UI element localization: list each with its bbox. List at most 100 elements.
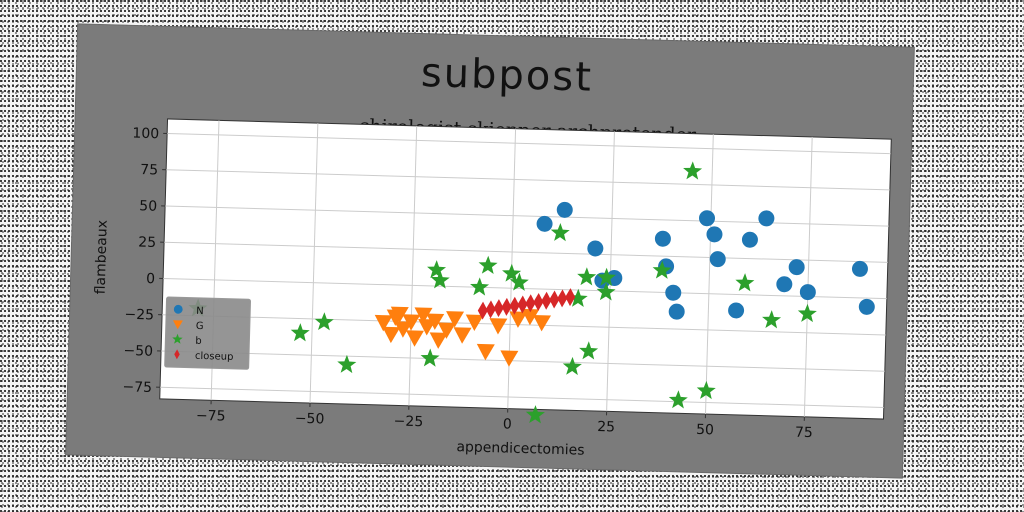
x-tick-label: 75 (795, 425, 813, 441)
point-N (536, 215, 553, 232)
point-N (706, 226, 723, 243)
legend-marker-b (172, 333, 183, 344)
point-b (430, 270, 450, 289)
legend-label: G (196, 321, 204, 332)
point-N (758, 210, 775, 227)
y-tick-label: 0 (146, 271, 155, 287)
point-b (668, 390, 688, 409)
point-N (776, 276, 793, 293)
series-closeup-group (477, 288, 576, 320)
x-tick-label: −75 (196, 408, 226, 425)
point-b (314, 312, 334, 331)
y-grid-line (163, 277, 887, 300)
point-N (699, 210, 716, 227)
point-G (437, 322, 456, 339)
point-b (509, 272, 529, 291)
point-G (429, 332, 448, 349)
point-G (489, 318, 508, 335)
point-b (579, 341, 599, 360)
x-tick-label: 0 (503, 416, 512, 432)
point-G (414, 307, 433, 324)
point-G (405, 330, 424, 347)
point-G (394, 321, 413, 338)
point-closeup (565, 288, 576, 307)
legend-marker-closeup (174, 349, 180, 360)
y-axis-label: flambeaux (93, 220, 111, 295)
point-b (762, 310, 782, 329)
point-b (735, 273, 755, 292)
point-b (797, 303, 817, 323)
legend-marker-G (172, 320, 183, 330)
legend-label: closeup (195, 351, 234, 363)
point-b (550, 222, 570, 242)
chart-figure: subpost chirologist skiepper archpretend… (66, 24, 914, 478)
point-G (465, 314, 484, 331)
point-closeup (557, 289, 568, 308)
point-G (453, 327, 472, 344)
y-tick-label: −75 (122, 379, 152, 396)
x-grid-line (704, 134, 714, 415)
point-G (402, 314, 421, 331)
y-tick-label: 100 (132, 125, 159, 142)
point-closeup (541, 291, 552, 310)
point-G (500, 350, 519, 367)
point-closeup (501, 297, 512, 316)
y-tick-label: 25 (138, 234, 156, 250)
y-tick-label: 75 (140, 162, 158, 178)
point-N (851, 260, 868, 277)
legend: NGb closeup (164, 296, 252, 370)
point-b (420, 348, 440, 367)
point-G (426, 313, 445, 330)
y-grid-line (161, 350, 885, 372)
x-grid-line (408, 125, 418, 406)
x-axis-label: appendicectomies (456, 439, 585, 459)
y-tick-label: −25 (124, 307, 154, 324)
point-b (470, 277, 490, 296)
legend-box (164, 296, 252, 370)
point-b (562, 356, 582, 376)
point-b (502, 263, 522, 282)
y-grid-line (167, 132, 891, 155)
point-closeup (485, 300, 496, 319)
x-tick-label: 50 (696, 422, 714, 438)
point-b (596, 267, 616, 287)
point-closeup (525, 294, 536, 313)
x-tick-label: 25 (597, 419, 615, 435)
point-N (728, 302, 745, 319)
point-b (596, 282, 616, 301)
point-b (683, 161, 703, 180)
y-grid-line (162, 314, 886, 336)
point-b (568, 288, 588, 308)
point-b (525, 405, 545, 424)
point-b (478, 255, 498, 275)
y-grid-line (160, 386, 884, 408)
point-N (741, 231, 758, 248)
point-closeup (493, 299, 504, 318)
point-closeup (533, 293, 544, 312)
point-closeup (509, 296, 520, 315)
point-G (476, 343, 495, 361)
x-grid-line (803, 136, 813, 417)
point-b (577, 267, 597, 286)
point-G (446, 311, 465, 328)
series-N-group (536, 201, 875, 320)
legend-marker-N (173, 304, 183, 314)
data-points (188, 161, 875, 424)
point-N (665, 284, 682, 301)
x-tick-label: −50 (295, 411, 325, 428)
point-b (427, 260, 447, 279)
y-tick-label: −50 (123, 343, 153, 360)
legend-label: b (195, 336, 202, 347)
point-N (668, 303, 685, 320)
point-b (290, 323, 310, 342)
point-closeup (477, 301, 488, 320)
point-G (533, 314, 552, 332)
point-closeup (517, 295, 528, 314)
point-G (390, 306, 409, 324)
series-G-group (374, 306, 552, 367)
axis-ticks: −75 −50 −25 0 25 50 75 −75 −50 −25 0 25 50 75 100 (122, 125, 813, 441)
point-N (709, 251, 726, 268)
series-b-group (188, 161, 817, 424)
chart-canvas: subpost chirologist skiepper archpretend… (93, 50, 892, 459)
point-N (654, 230, 671, 247)
